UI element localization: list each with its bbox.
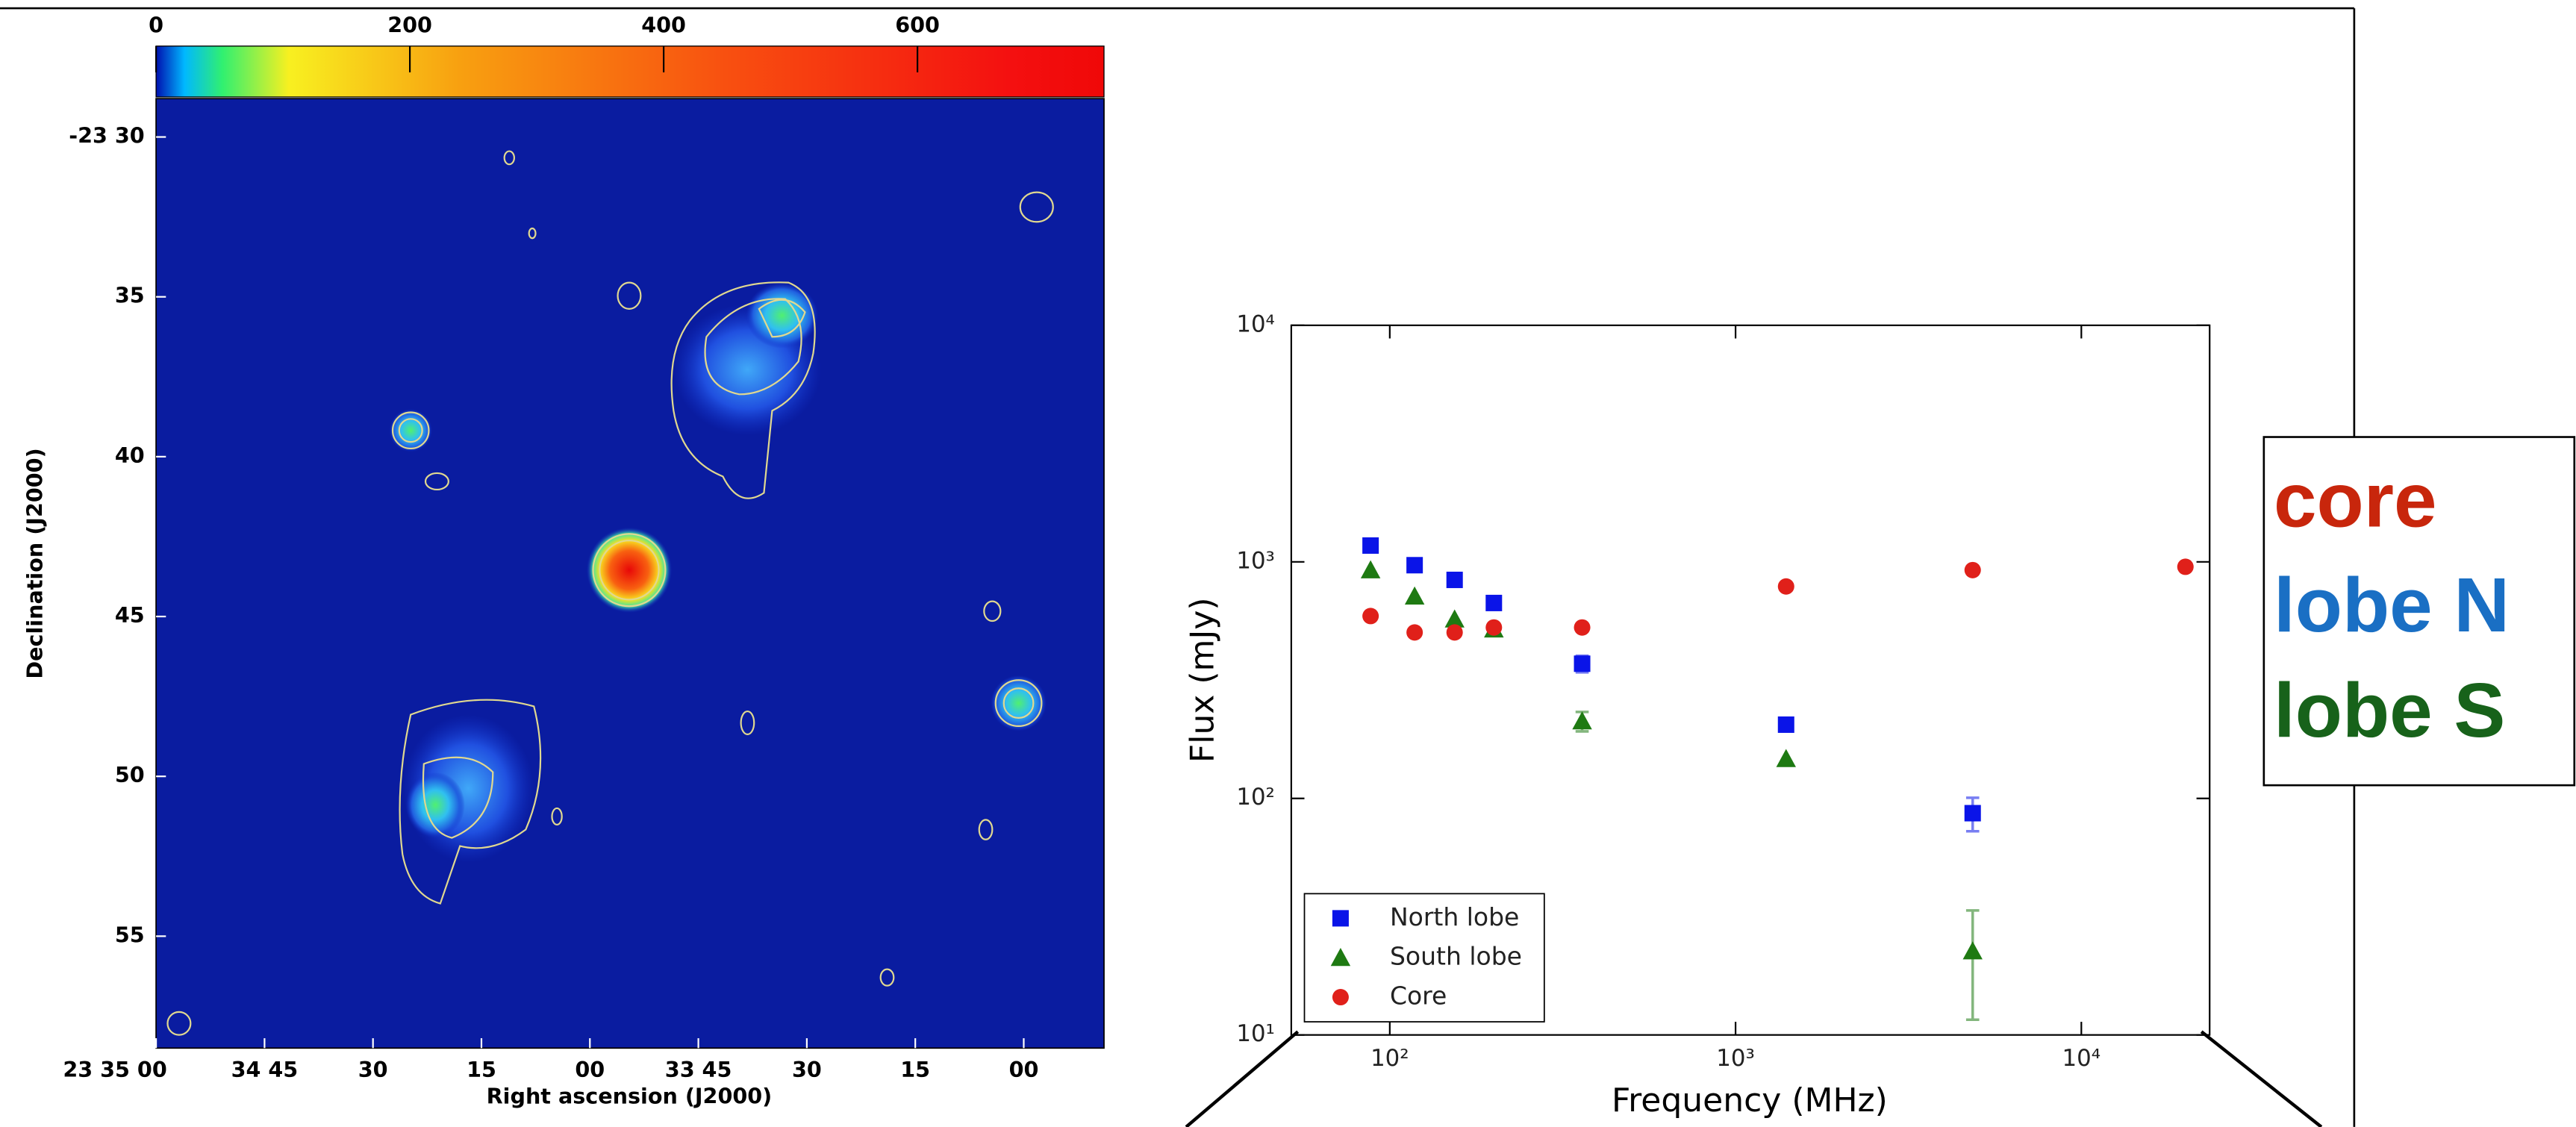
data-point <box>1964 805 1981 822</box>
y-tick-label: -23 30 <box>69 123 144 149</box>
x-tick-label: 10³ <box>1716 1045 1755 1072</box>
colorbar-tick-label: 600 <box>895 12 940 37</box>
source <box>746 282 819 349</box>
legend-label: Core <box>1390 981 1447 1011</box>
data-point <box>1362 608 1379 625</box>
x-tick-label: 00 <box>1009 1057 1039 1082</box>
data-point <box>1574 619 1591 636</box>
source <box>991 675 1047 731</box>
annotation-text: lobe S <box>2274 666 2505 753</box>
x-tick-label: 33 45 <box>665 1057 732 1082</box>
legend-marker <box>1332 910 1349 927</box>
x-tick-label: 10² <box>1370 1045 1409 1072</box>
y-tick-label: 10³ <box>1236 547 1275 574</box>
x-tick-label: 23 35 00 <box>63 1057 166 1082</box>
annotation-text: core <box>2274 456 2437 543</box>
data-point <box>1574 655 1591 672</box>
y-tick-label: 40 <box>115 443 145 468</box>
y-tick-label: 10² <box>1236 784 1275 811</box>
x-tick-label: 30 <box>358 1057 388 1082</box>
legend-label: North lobe <box>1390 902 1519 931</box>
data-point <box>1362 537 1379 554</box>
data-point <box>1485 619 1503 636</box>
y-tick-label: 35 <box>115 283 145 308</box>
data-point <box>1776 749 1796 767</box>
y-axis-label: Flux (mJy) <box>1183 597 1221 763</box>
annotation-box <box>2262 436 2576 787</box>
x-axis-label: Frequency (MHz) <box>1612 1081 1888 1120</box>
contours <box>166 150 1054 1036</box>
legend-label: South lobe <box>1390 942 1522 971</box>
data-point <box>1406 557 1423 574</box>
colorbar-tick-label: 200 <box>387 12 432 37</box>
y-tick-label: 10¹ <box>1236 1020 1275 1047</box>
error-bar <box>1965 909 1980 1021</box>
source <box>405 772 465 838</box>
data-point <box>2177 558 2194 575</box>
data-point <box>1444 609 1465 628</box>
sky-image <box>156 99 1104 1049</box>
data-point <box>1777 578 1794 595</box>
y-tick-label: 10⁴ <box>1236 310 1275 337</box>
y-tick-label: 50 <box>115 762 145 787</box>
data-point <box>1404 586 1425 605</box>
colorbar <box>155 46 1105 98</box>
x-tick-label: 00 <box>575 1057 605 1082</box>
x-tick-label: 30 <box>792 1057 822 1082</box>
data-point <box>1360 560 1381 578</box>
image-frame <box>155 98 1105 1049</box>
legend-marker <box>1332 989 1349 1006</box>
legend-marker <box>1330 948 1351 967</box>
x-tick-label: 34 45 <box>231 1057 299 1082</box>
x-tick-label: 15 <box>900 1057 930 1082</box>
plot-frame <box>1290 324 2211 1036</box>
data-point <box>1964 561 1981 578</box>
zoom-line <box>1185 1030 1300 1127</box>
zoom-line <box>2200 1030 2323 1127</box>
colorbar-tick-label: 0 <box>149 12 163 37</box>
y-tick-label: 45 <box>115 602 145 628</box>
x-tick-label: 10⁴ <box>2062 1045 2101 1072</box>
data-point <box>1572 711 1592 730</box>
data-point <box>1406 624 1423 641</box>
y-axis-label: Declination (J2000) <box>22 448 47 678</box>
data-point <box>1485 594 1503 611</box>
data-point <box>1962 941 1983 960</box>
y-tick-label: 55 <box>115 922 145 947</box>
colorbar-tick-label: 400 <box>641 12 686 37</box>
x-axis-label: Right ascension (J2000) <box>487 1083 773 1108</box>
source <box>389 409 432 452</box>
data-point <box>1446 571 1463 588</box>
annotation-text: lobe N <box>2274 561 2510 648</box>
data-point <box>1446 624 1463 641</box>
x-tick-label: 15 <box>467 1057 496 1082</box>
data-point <box>1777 716 1794 733</box>
